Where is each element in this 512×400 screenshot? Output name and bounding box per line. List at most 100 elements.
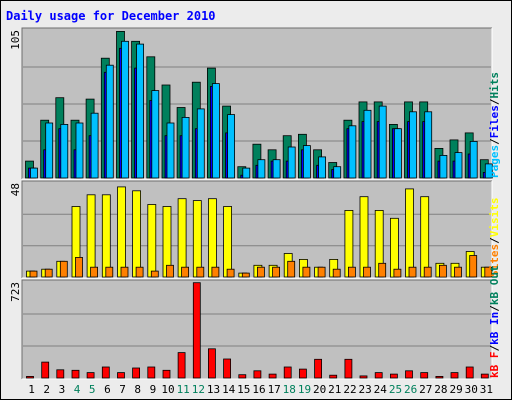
- bar-pages-day-2: [45, 122, 54, 179]
- bar-sites-day-28: [438, 264, 447, 278]
- x-tick-label: 4: [74, 383, 81, 396]
- bar-sites-day-5: [90, 266, 98, 278]
- bar-kbf-day-26: [405, 370, 413, 379]
- bar-kbf-day-25: [389, 373, 398, 379]
- bar-pages-day-25: [393, 128, 402, 179]
- bar-visits-day-11: [177, 198, 187, 278]
- x-tick-label: 14: [222, 383, 236, 396]
- x-tick-label: 30: [465, 383, 478, 396]
- bar-pages-day-16: [257, 159, 266, 179]
- bar-kbf-day-21: [329, 374, 338, 379]
- x-tick-label: 20: [313, 383, 326, 396]
- legend-entry: kB In: [488, 312, 501, 345]
- bar-sites-day-11: [181, 266, 190, 278]
- x-tick-label: 1: [28, 383, 35, 396]
- panel-requests-max-label: 105: [9, 30, 22, 50]
- bar-visits-day-26: [405, 188, 414, 278]
- bar-pages-day-8: [136, 43, 145, 179]
- bar-pages-day-27: [424, 111, 433, 179]
- legend-entry: /: [488, 138, 501, 145]
- bar-kbf-day-10: [162, 369, 171, 379]
- bar-visits-day-27: [420, 196, 430, 278]
- x-tick-label: 5: [89, 383, 96, 396]
- bar-kbf-day-31: [480, 373, 489, 379]
- bar-pages-day-20: [318, 156, 327, 179]
- bar-pages-day-6: [105, 64, 114, 179]
- x-tick-label: 21: [328, 383, 341, 396]
- panel-visits-legend: Sites/Visits: [488, 198, 501, 278]
- bar-sites-day-3: [59, 260, 68, 278]
- x-tick-label: 13: [207, 383, 220, 396]
- bar-sites-day-27: [423, 266, 432, 278]
- bar-pages-day-28: [439, 154, 448, 179]
- bar-kbf-day-28: [435, 375, 444, 379]
- bar-pages-day-11: [181, 117, 190, 179]
- bar-sites-day-19: [302, 266, 311, 278]
- legend-entry: /: [488, 305, 501, 312]
- bar-sites-day-12: [196, 266, 205, 278]
- bar-visits-day-5: [86, 194, 96, 278]
- bar-kbf-day-7: [117, 372, 125, 379]
- x-tick-label: 22: [343, 383, 356, 396]
- bar-pages-day-5: [90, 112, 99, 179]
- bar-visits-day-6: [101, 194, 111, 278]
- bar-kbf-day-15: [238, 374, 247, 379]
- x-tick-label: 28: [434, 383, 447, 396]
- panel-kbytes-max-label: 723: [9, 282, 22, 302]
- bar-kbf-day-14: [223, 358, 232, 379]
- x-tick-label: 9: [150, 383, 157, 396]
- bar-pages-day-13: [211, 83, 220, 179]
- panel-requests-legend: Pages/Files/Hits: [488, 72, 501, 178]
- legend-entry: kB F: [488, 352, 501, 379]
- x-tick-label: 31: [480, 383, 493, 396]
- bar-pages-day-19: [302, 145, 311, 179]
- bar-pages-day-9: [151, 90, 160, 179]
- bar-pages-day-17: [272, 159, 281, 179]
- bar-sites-day-25: [393, 268, 402, 278]
- bar-sites-day-16: [256, 266, 265, 278]
- bar-sites-day-23: [363, 266, 371, 278]
- bar-visits-day-14: [223, 206, 233, 278]
- x-tick-label: 26: [404, 383, 417, 396]
- bar-pages-day-12: [196, 108, 205, 179]
- x-tick-label: 18: [283, 383, 296, 396]
- bar-sites-day-10: [166, 264, 174, 278]
- bar-visits-day-8: [132, 190, 142, 278]
- bar-visits-day-7: [117, 186, 126, 278]
- bar-pages-day-26: [409, 111, 417, 179]
- bar-kbf-day-30: [465, 366, 474, 379]
- panel-kbytes: [21, 279, 493, 380]
- bar-kbf-day-8: [132, 367, 141, 379]
- panel-requests: [21, 27, 493, 180]
- bar-sites-day-2: [44, 268, 53, 278]
- x-tick-label: 27: [419, 383, 432, 396]
- bar-sites-day-7: [120, 266, 129, 278]
- bar-pages-day-7: [121, 40, 129, 179]
- legend-entry: Hits: [488, 72, 501, 99]
- bar-kbf-day-12: [192, 282, 201, 379]
- bar-pages-day-15: [242, 167, 251, 179]
- bar-pages-day-1: [30, 167, 38, 179]
- panel-kbytes-legend: kB F/kB In/kB Out: [488, 265, 501, 378]
- bar-pages-day-14: [227, 114, 236, 179]
- bar-kbf-day-13: [207, 348, 216, 379]
- bar-sites-day-31: [484, 266, 493, 278]
- x-tick-label: 10: [161, 383, 174, 396]
- bar-kbf-day-20: [314, 358, 323, 379]
- bar-visits-day-23: [359, 196, 369, 278]
- bar-sites-day-14: [226, 268, 235, 278]
- bar-kbf-day-2: [41, 361, 50, 379]
- bar-pages-day-29: [454, 152, 463, 179]
- x-tick-label: 7: [119, 383, 126, 396]
- bar-sites-day-29: [454, 266, 462, 278]
- bar-sites-day-30: [469, 255, 478, 278]
- x-tick-label: 2: [43, 383, 50, 396]
- bar-sites-day-24: [378, 262, 387, 278]
- bar-kbf-day-29: [450, 372, 459, 379]
- panel-visits-max-label: 48: [9, 183, 22, 196]
- bar-kbf-day-16: [253, 370, 262, 379]
- bar-kbf-day-6: [101, 366, 110, 379]
- legend-entry: kB Out: [488, 265, 501, 305]
